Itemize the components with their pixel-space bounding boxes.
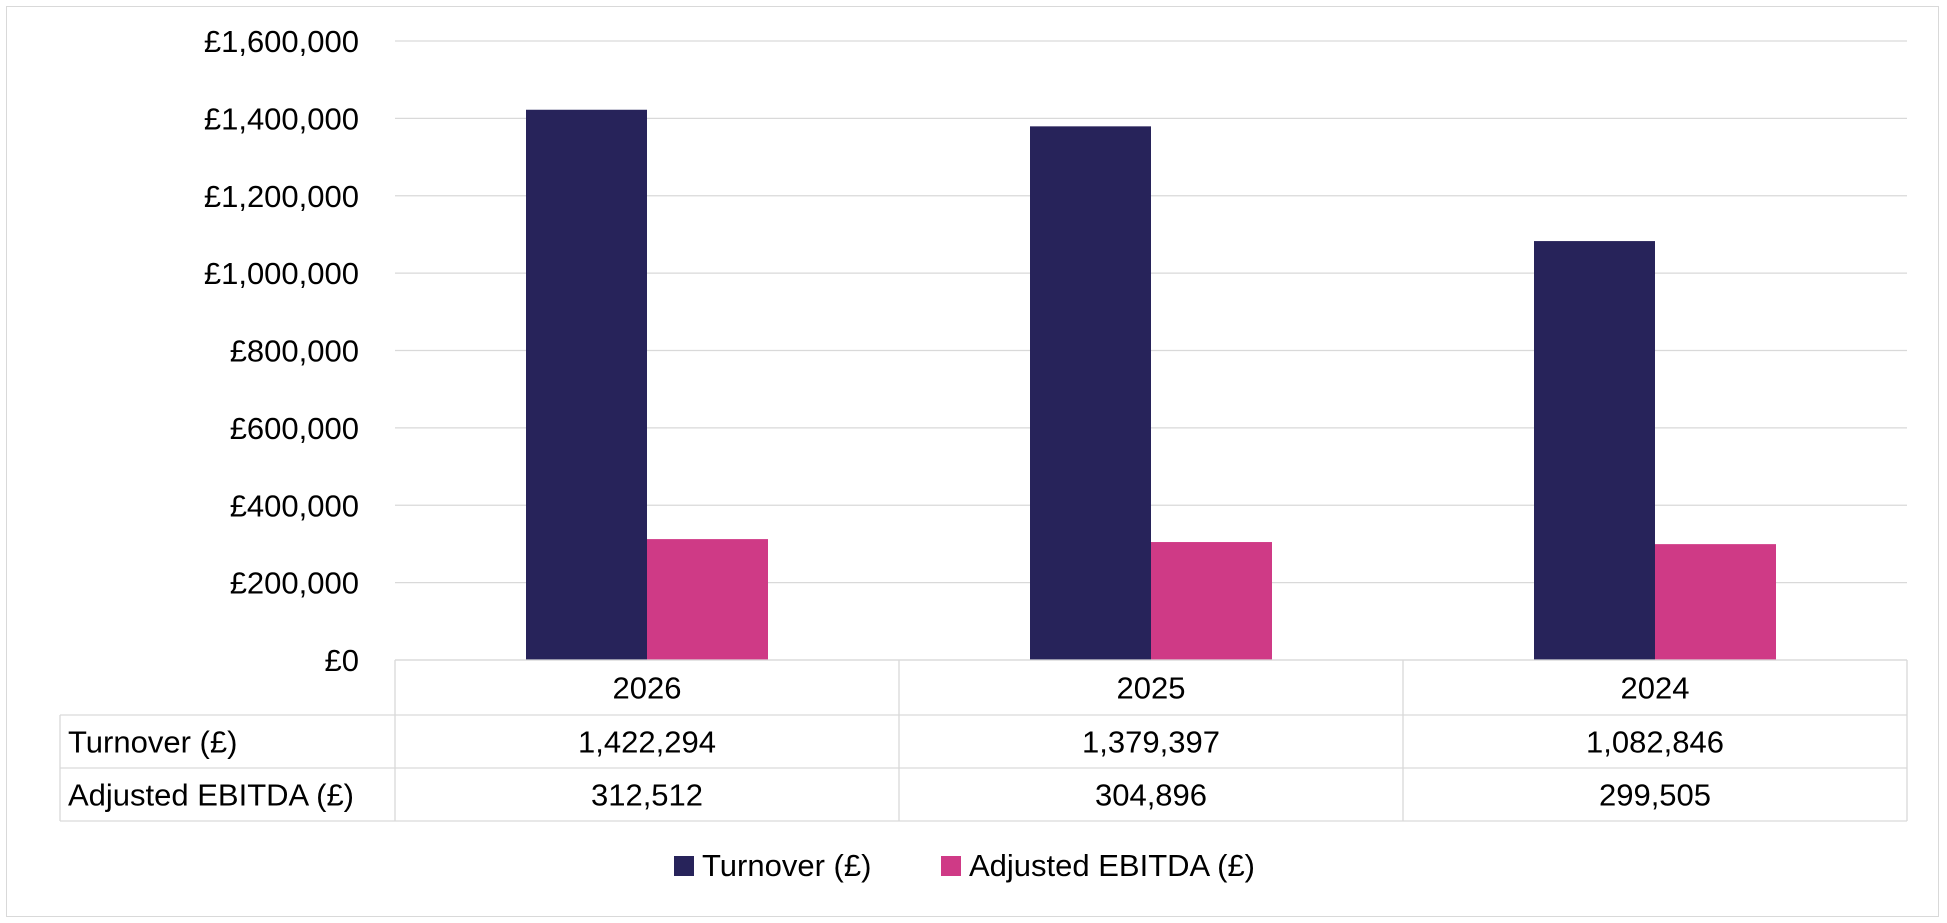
data-label: 304,896 xyxy=(1095,778,1207,813)
category-label: 2026 xyxy=(613,671,682,706)
table-row-label: Adjusted EBITDA (£) xyxy=(68,778,354,813)
data-label: 1,082,846 xyxy=(1586,725,1724,760)
y-tick-label: £200,000 xyxy=(230,566,359,601)
bar-adjusted-ebitda-2026 xyxy=(647,539,768,660)
y-axis-tick-labels: £0 £200,000 £400,000 £600,000 £800,000 £1,000… xyxy=(204,24,359,678)
legend: Turnover (£) Adjusted EBITDA (£) xyxy=(674,848,1255,883)
data-label: 299,505 xyxy=(1599,778,1711,813)
category-label: 2024 xyxy=(1621,671,1690,706)
bar-adjusted-ebitda-2025 xyxy=(1151,542,1272,660)
data-label: 312,512 xyxy=(591,778,703,813)
data-label: 1,422,294 xyxy=(578,725,716,760)
y-tick-label: £400,000 xyxy=(230,488,359,523)
y-tick-label: £1,600,000 xyxy=(204,24,359,59)
legend-label: Adjusted EBITDA (£) xyxy=(969,848,1255,883)
bars xyxy=(526,109,1776,661)
y-tick-label: £1,000,000 xyxy=(204,256,359,291)
y-tick-label: £800,000 xyxy=(230,334,359,369)
table-row-label: Turnover (£) xyxy=(68,725,237,760)
bar-turnover-2025 xyxy=(1030,126,1151,661)
bar-turnover-2024 xyxy=(1534,241,1655,660)
category-label: 2025 xyxy=(1117,671,1186,706)
legend-label: Turnover (£) xyxy=(702,848,871,883)
bar-adjusted-ebitda-2024 xyxy=(1655,544,1776,660)
bar-turnover-2026 xyxy=(526,109,647,661)
y-tick-label: £600,000 xyxy=(230,411,359,446)
y-tick-label: £1,200,000 xyxy=(204,179,359,214)
legend-swatch xyxy=(941,856,961,876)
data-label: 1,379,397 xyxy=(1082,725,1220,760)
y-tick-label: £1,400,000 xyxy=(204,101,359,136)
data-table: 2026 2025 2024 Turnover (£) 1,422,294 1,379,3… xyxy=(59,659,1908,822)
y-tick-label: £0 xyxy=(325,643,359,678)
legend-swatch xyxy=(674,856,694,876)
